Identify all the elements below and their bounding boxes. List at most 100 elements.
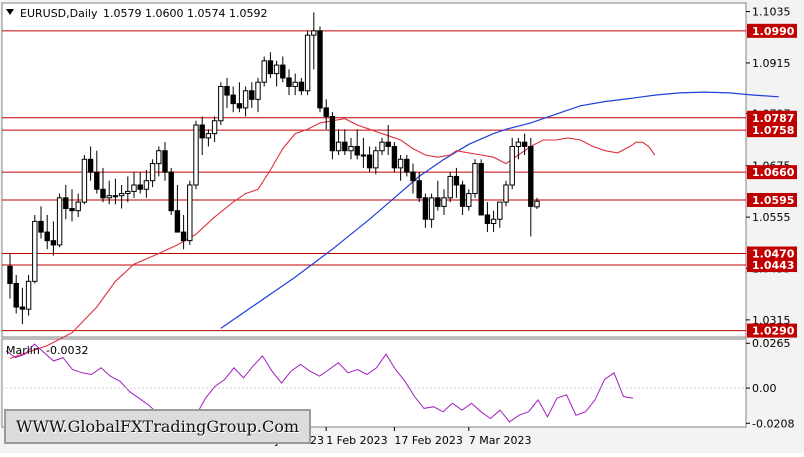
candle-body-bull bbox=[441, 197, 447, 207]
price-tick-label: 1.1035 bbox=[752, 6, 791, 19]
candle-body-bull bbox=[118, 193, 125, 197]
level-label-bg bbox=[747, 165, 797, 180]
candle-body-bull bbox=[131, 184, 137, 192]
candle-body-bear bbox=[94, 171, 100, 190]
candle-body-bull bbox=[218, 86, 224, 122]
candle-body-bull bbox=[311, 30, 317, 36]
oscillator-tick-label: 0.0265 bbox=[752, 337, 791, 350]
level-label: 1.0787 bbox=[752, 112, 794, 125]
candle-body-bear bbox=[329, 115, 336, 152]
candle-body-bull bbox=[261, 60, 267, 83]
candle-body-bear bbox=[162, 150, 168, 173]
candle-body-bear bbox=[249, 90, 255, 100]
candle-body-bear bbox=[180, 231, 187, 242]
level-label-bg bbox=[747, 258, 797, 273]
level-label-bg bbox=[747, 23, 797, 38]
level-label: 1.0470 bbox=[752, 248, 795, 261]
candle-body-bear bbox=[478, 163, 484, 216]
candle-body-bull bbox=[193, 124, 199, 186]
level-label-bg bbox=[747, 123, 797, 138]
candle-body-bear bbox=[168, 171, 174, 212]
oscillator-tick-label: -0.0208 bbox=[752, 417, 794, 430]
candle-body-bull bbox=[273, 64, 280, 75]
candle-body-bear bbox=[7, 265, 13, 284]
candle-body-bear bbox=[174, 210, 181, 233]
candle-body-bull bbox=[503, 184, 509, 203]
candle-body-bear bbox=[528, 145, 534, 207]
candle-body-bull bbox=[534, 200, 540, 208]
candle-body-bull bbox=[497, 201, 503, 220]
candle-body-bear bbox=[366, 154, 373, 169]
candle-body-bull bbox=[373, 150, 379, 169]
candle-body-bear bbox=[224, 86, 230, 96]
candle-body-bull bbox=[348, 145, 354, 152]
candle-body-bull bbox=[447, 175, 453, 199]
chart-ohlc-label: 1.0579 1.0600 1.0574 1.0592 bbox=[103, 7, 267, 20]
candle-body-bull bbox=[75, 201, 81, 212]
oscillator-line bbox=[5, 343, 634, 423]
candle-body-bear bbox=[44, 231, 50, 242]
candle-body-bear bbox=[236, 103, 243, 109]
candle-body-bull bbox=[472, 163, 478, 195]
level-label: 1.0595 bbox=[752, 194, 794, 207]
candle-body-bull bbox=[255, 81, 261, 100]
candle-body-bull bbox=[106, 195, 112, 199]
candle-body-bear bbox=[50, 240, 57, 246]
oscillator-value-label: -0.0032 bbox=[46, 344, 88, 357]
candle-body-bull bbox=[242, 90, 249, 109]
candle-body-bear bbox=[137, 184, 143, 190]
candle-body-bear bbox=[317, 30, 323, 109]
time-tick-label: 7 Mar 2023 bbox=[469, 434, 532, 447]
level-label: 1.0290 bbox=[752, 325, 795, 338]
candle-body-bull bbox=[292, 81, 298, 87]
chart-symbol-label: EURUSD,Daily bbox=[20, 7, 98, 20]
candle-body-bear bbox=[13, 282, 19, 308]
main-plot-area bbox=[1, 2, 747, 338]
candle-body-bear bbox=[63, 197, 69, 210]
oscillator-tick-label: 0.00 bbox=[752, 382, 777, 395]
candle-body-bear bbox=[342, 141, 348, 152]
candle-body-bear bbox=[459, 184, 466, 207]
candle-body-bear bbox=[230, 94, 236, 105]
ma-slow-line bbox=[220, 91, 779, 329]
candle-body-bull bbox=[187, 184, 193, 242]
candle-body-bear bbox=[354, 145, 360, 156]
candle-body-bull bbox=[81, 158, 88, 203]
candle-body-bull bbox=[304, 34, 311, 92]
candle-body-bear bbox=[100, 188, 106, 199]
ma-fast-line bbox=[9, 118, 656, 359]
level-label-bg bbox=[747, 192, 797, 207]
candle-body-bull bbox=[56, 197, 63, 246]
candle-body-bull bbox=[205, 133, 212, 139]
candle-body-bull bbox=[211, 120, 218, 135]
candle-body-bull bbox=[509, 145, 515, 186]
oscillator-name-label: Marlin bbox=[6, 344, 40, 357]
time-tick-label: 1 Feb 2023 bbox=[326, 434, 387, 447]
candle-body-bear bbox=[416, 180, 422, 199]
candle-body-bear bbox=[69, 208, 75, 212]
candle-body-bull bbox=[466, 193, 472, 207]
chart-menu-triangle-icon[interactable] bbox=[6, 9, 14, 15]
level-label-bg bbox=[747, 110, 797, 125]
time-tick-label: 17 Feb 2023 bbox=[394, 434, 462, 447]
candle-body-bear bbox=[521, 141, 528, 147]
candle-body-bull bbox=[112, 195, 119, 198]
candle-body-bear bbox=[38, 220, 44, 233]
candle-body-bear bbox=[435, 197, 441, 207]
candle-body-bull bbox=[156, 150, 162, 165]
candle-body-bull bbox=[397, 158, 404, 169]
price-tick-label: 1.0915 bbox=[752, 57, 791, 70]
candle-body-bull bbox=[335, 141, 342, 152]
candle-body-bull bbox=[32, 220, 38, 282]
candle-body-bear bbox=[453, 175, 460, 186]
candle-body-bear bbox=[422, 197, 429, 220]
candle-body-bear bbox=[286, 77, 292, 87]
watermark: WWW.GlobalFXTradingGroup.Com bbox=[4, 409, 312, 444]
candle-body-bear bbox=[404, 158, 410, 173]
candle-body-bear bbox=[199, 124, 205, 139]
candle-body-bull bbox=[25, 280, 32, 310]
candle-body-bull bbox=[428, 197, 435, 220]
level-label-bg bbox=[747, 246, 797, 261]
